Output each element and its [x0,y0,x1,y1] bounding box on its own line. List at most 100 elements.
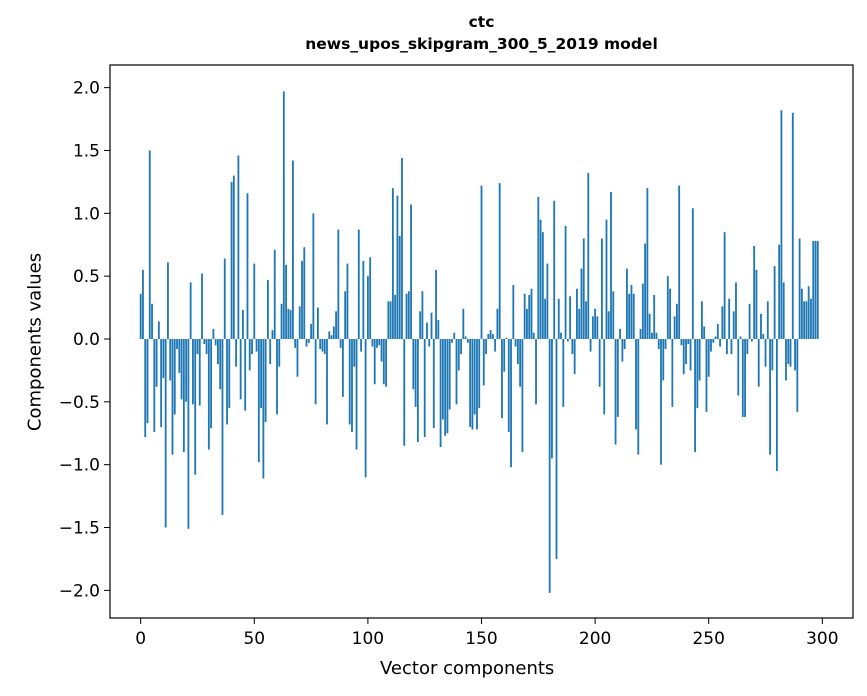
bar-53 [260,338,263,409]
bar-159 [501,338,503,419]
bar-90 [344,291,347,339]
bar-286 [789,338,792,367]
bar-173 [532,332,535,339]
x-tick-label: 0 [135,629,146,649]
bar-257 [723,232,726,339]
bar-130 [435,269,437,339]
bar-266 [744,338,746,417]
bar-200 [594,308,597,339]
bar-78 [316,307,319,339]
bar-282 [780,110,783,339]
bar-238 [680,338,683,346]
bar-166 [516,338,519,365]
bar-198 [589,338,592,352]
bar-134 [444,338,447,436]
bar-18 [180,338,183,400]
bar-81 [323,338,326,355]
bar-153 [487,333,490,339]
bar-237 [678,185,681,339]
bar-268 [748,303,751,339]
bar-218 [635,338,637,430]
bar-44 [239,338,242,400]
bar-135 [446,338,449,434]
bar-193 [578,308,581,339]
bar-59 [273,249,276,339]
bar-264 [739,336,742,339]
bar-278 [771,338,774,371]
bar-49 [251,338,253,355]
bar-98 [362,261,365,339]
bar-292 [803,301,806,339]
bar-197 [587,173,590,339]
bar-118 [407,291,410,339]
bar-74 [307,338,310,343]
bar-122 [416,338,419,443]
bar-142 [462,308,465,339]
bar-179 [546,263,549,339]
bar-60 [276,338,278,415]
bar-57 [269,338,272,365]
bar-213 [623,338,626,350]
x-tick-label: 200 [579,629,611,649]
bar-169 [523,293,526,339]
bar-243 [691,208,694,339]
y-axis-label: Components values [24,252,46,432]
bar-211 [619,328,622,339]
bar-252 [712,338,715,343]
bar-255 [719,338,721,347]
bar-156 [494,338,497,352]
bar-239 [682,338,685,375]
bar-101 [369,257,372,339]
bar-46 [244,338,247,411]
bar-216 [630,284,633,339]
y-tick-label: 2.0 [73,79,100,99]
bar-217 [632,293,635,339]
y-tick-label: 0.0 [73,330,100,350]
bar-12 [167,262,169,339]
bar-65 [287,308,290,339]
bar-92 [348,338,351,425]
bar-51 [255,338,258,352]
bar-210 [616,338,619,417]
bar-146 [471,338,474,430]
bar-183 [555,338,558,559]
bar-15 [173,338,176,415]
bar-38 [226,338,228,425]
bar-126 [426,322,428,339]
bar-280 [775,338,778,471]
bar-108 [385,338,387,387]
bar-208 [612,291,615,339]
bar-261 [732,311,735,339]
bar-194 [580,268,583,339]
bar-1 [142,269,144,339]
x-axis: 0 50 100 150 200 250 300 [135,618,839,649]
bar-258 [725,338,728,355]
bar-93 [351,338,353,432]
bar-295 [810,298,812,339]
bar-138 [453,332,456,339]
bar-117 [405,293,408,339]
bar-96 [357,229,360,339]
bar-141 [460,338,462,355]
bar-174 [535,338,537,405]
bar-191 [573,338,576,375]
bar-269 [750,338,753,342]
bar-276 [766,301,769,339]
bar-11 [164,338,167,528]
x-axis-label: Vector components [380,658,555,679]
bar-28 [203,338,206,345]
bar-66 [289,310,292,339]
bar-244 [694,338,696,453]
bar-227 [655,332,658,339]
bar-68 [294,338,297,348]
bar-232 [666,276,669,339]
bar-160 [503,338,506,372]
bar-37 [223,258,226,339]
bar-176 [539,219,542,339]
bar-58 [271,330,274,339]
bar-61 [278,338,281,367]
bar-87 [337,229,340,339]
bar-289 [796,338,799,412]
bar-196 [585,301,587,339]
bar-33 [214,338,217,346]
